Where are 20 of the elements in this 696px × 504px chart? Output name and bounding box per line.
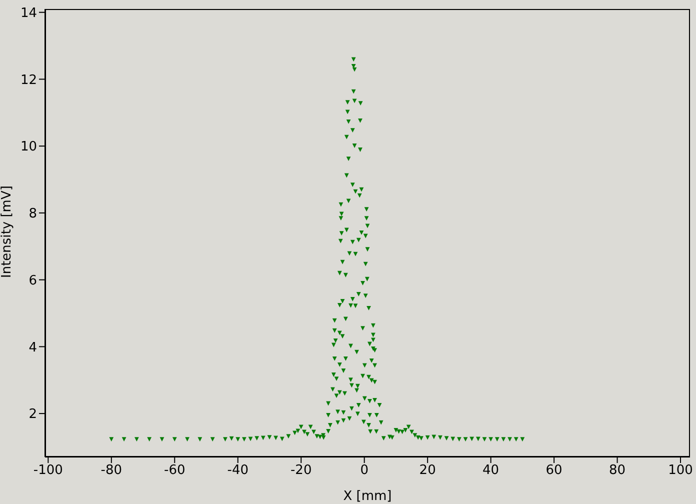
x-tick-label: 100 <box>668 463 693 478</box>
y-tick-label: 4 <box>28 340 37 356</box>
x-tick-label: -20 <box>290 463 312 478</box>
y-tick-label: 10 <box>20 140 37 155</box>
x-tick-label: -100 <box>33 463 63 478</box>
x-tick-label: 0 <box>360 463 368 478</box>
x-tick-label: 20 <box>419 463 436 478</box>
x-tick-label: 40 <box>482 463 500 478</box>
y-tick-label: 8 <box>28 206 37 222</box>
y-tick-label: 2 <box>28 407 37 422</box>
x-tick-label: -80 <box>100 463 122 478</box>
x-tick-label: 80 <box>609 463 626 478</box>
y-tick-label: 14 <box>20 6 37 21</box>
x-tick-label: -60 <box>164 463 186 478</box>
x-tick-label: -40 <box>227 463 248 478</box>
y-tick-label: 6 <box>28 273 37 288</box>
y-tick-label: 12 <box>20 72 37 88</box>
y-axis-title: Intensity [mV] <box>0 186 15 278</box>
x-axis-title: X [mm] <box>343 489 392 504</box>
x-tick-label: 60 <box>546 463 562 478</box>
